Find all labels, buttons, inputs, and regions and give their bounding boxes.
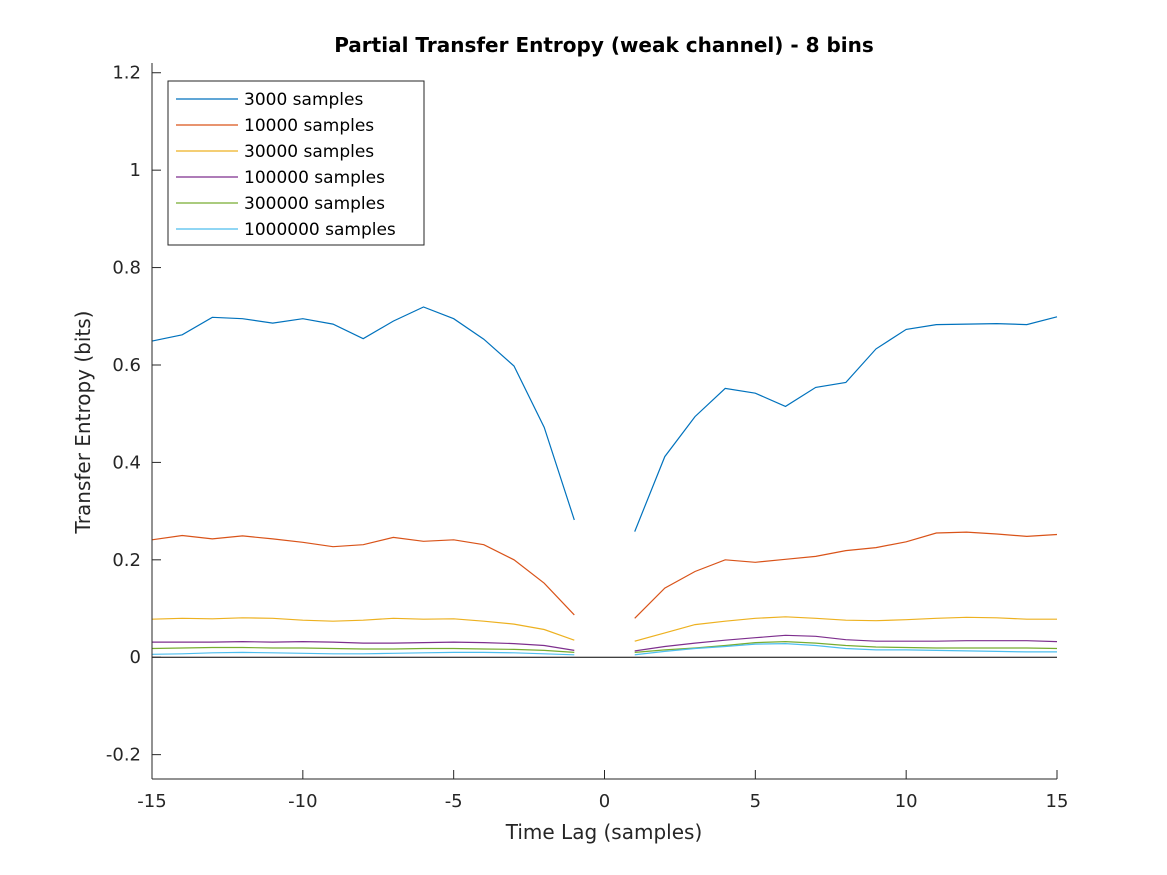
series-line-4-segment-2 xyxy=(634,634,1058,652)
series-line-3-segment-1 xyxy=(151,617,575,641)
series-line-2-segment-1 xyxy=(151,534,575,616)
y-tick-label: 0 xyxy=(130,647,141,668)
x-tick-label: -10 xyxy=(288,791,317,812)
y-tick-label: 1.2 xyxy=(112,63,141,84)
legend-label-4: 100000 samples xyxy=(244,168,385,188)
series-layer xyxy=(151,306,1058,656)
y-axis-label: Transfer Entropy (bits) xyxy=(71,311,95,535)
x-tick-label: -15 xyxy=(137,791,166,812)
chart-title: Partial Transfer Entropy (weak channel) … xyxy=(334,33,874,57)
x-tick-label: 0 xyxy=(599,791,610,812)
series-line-2-segment-2 xyxy=(634,531,1058,619)
legend-label-3: 30000 samples xyxy=(244,142,374,162)
y-tick-label: 0.8 xyxy=(112,258,141,279)
series-line-6-segment-1 xyxy=(151,651,575,656)
legend-label-5: 300000 samples xyxy=(244,194,385,214)
x-tick-label: 15 xyxy=(1046,791,1069,812)
legend-label-1: 3000 samples xyxy=(244,90,363,110)
y-tick-label: 0.6 xyxy=(112,355,141,376)
y-tick-label: 1 xyxy=(130,160,141,181)
series-line-3-segment-2 xyxy=(634,616,1057,642)
x-tick-label: -5 xyxy=(445,791,463,812)
legend: 3000 samples 10000 samples 30000 samples 10… xyxy=(167,80,425,246)
series-line-1-segment-2 xyxy=(634,316,1058,532)
legend-box xyxy=(167,80,425,246)
y-tick-label: -0.2 xyxy=(106,745,141,766)
x-tick-label: 5 xyxy=(750,791,761,812)
series-line-5-segment-1 xyxy=(151,646,575,653)
axes: -15 -10 -5 0 5 10 15 -0.2 0 0.2 0.4 0.6 0.8 1 1.2 xyxy=(106,63,1069,812)
y-tick-label: 0.4 xyxy=(112,452,141,473)
series-line-4-segment-1 xyxy=(152,640,575,651)
y-tick-label: 0.2 xyxy=(112,550,141,571)
series-line-1-segment-1 xyxy=(151,306,575,521)
legend-label-6: 1000000 samples xyxy=(244,220,396,240)
series-line-5-segment-2 xyxy=(634,640,1058,653)
legend-label-2: 10000 samples xyxy=(244,116,374,136)
x-axis-label: Time Lag (samples) xyxy=(505,820,703,844)
series-line-6-segment-2 xyxy=(634,642,1057,656)
x-tick-label: 10 xyxy=(895,791,918,812)
